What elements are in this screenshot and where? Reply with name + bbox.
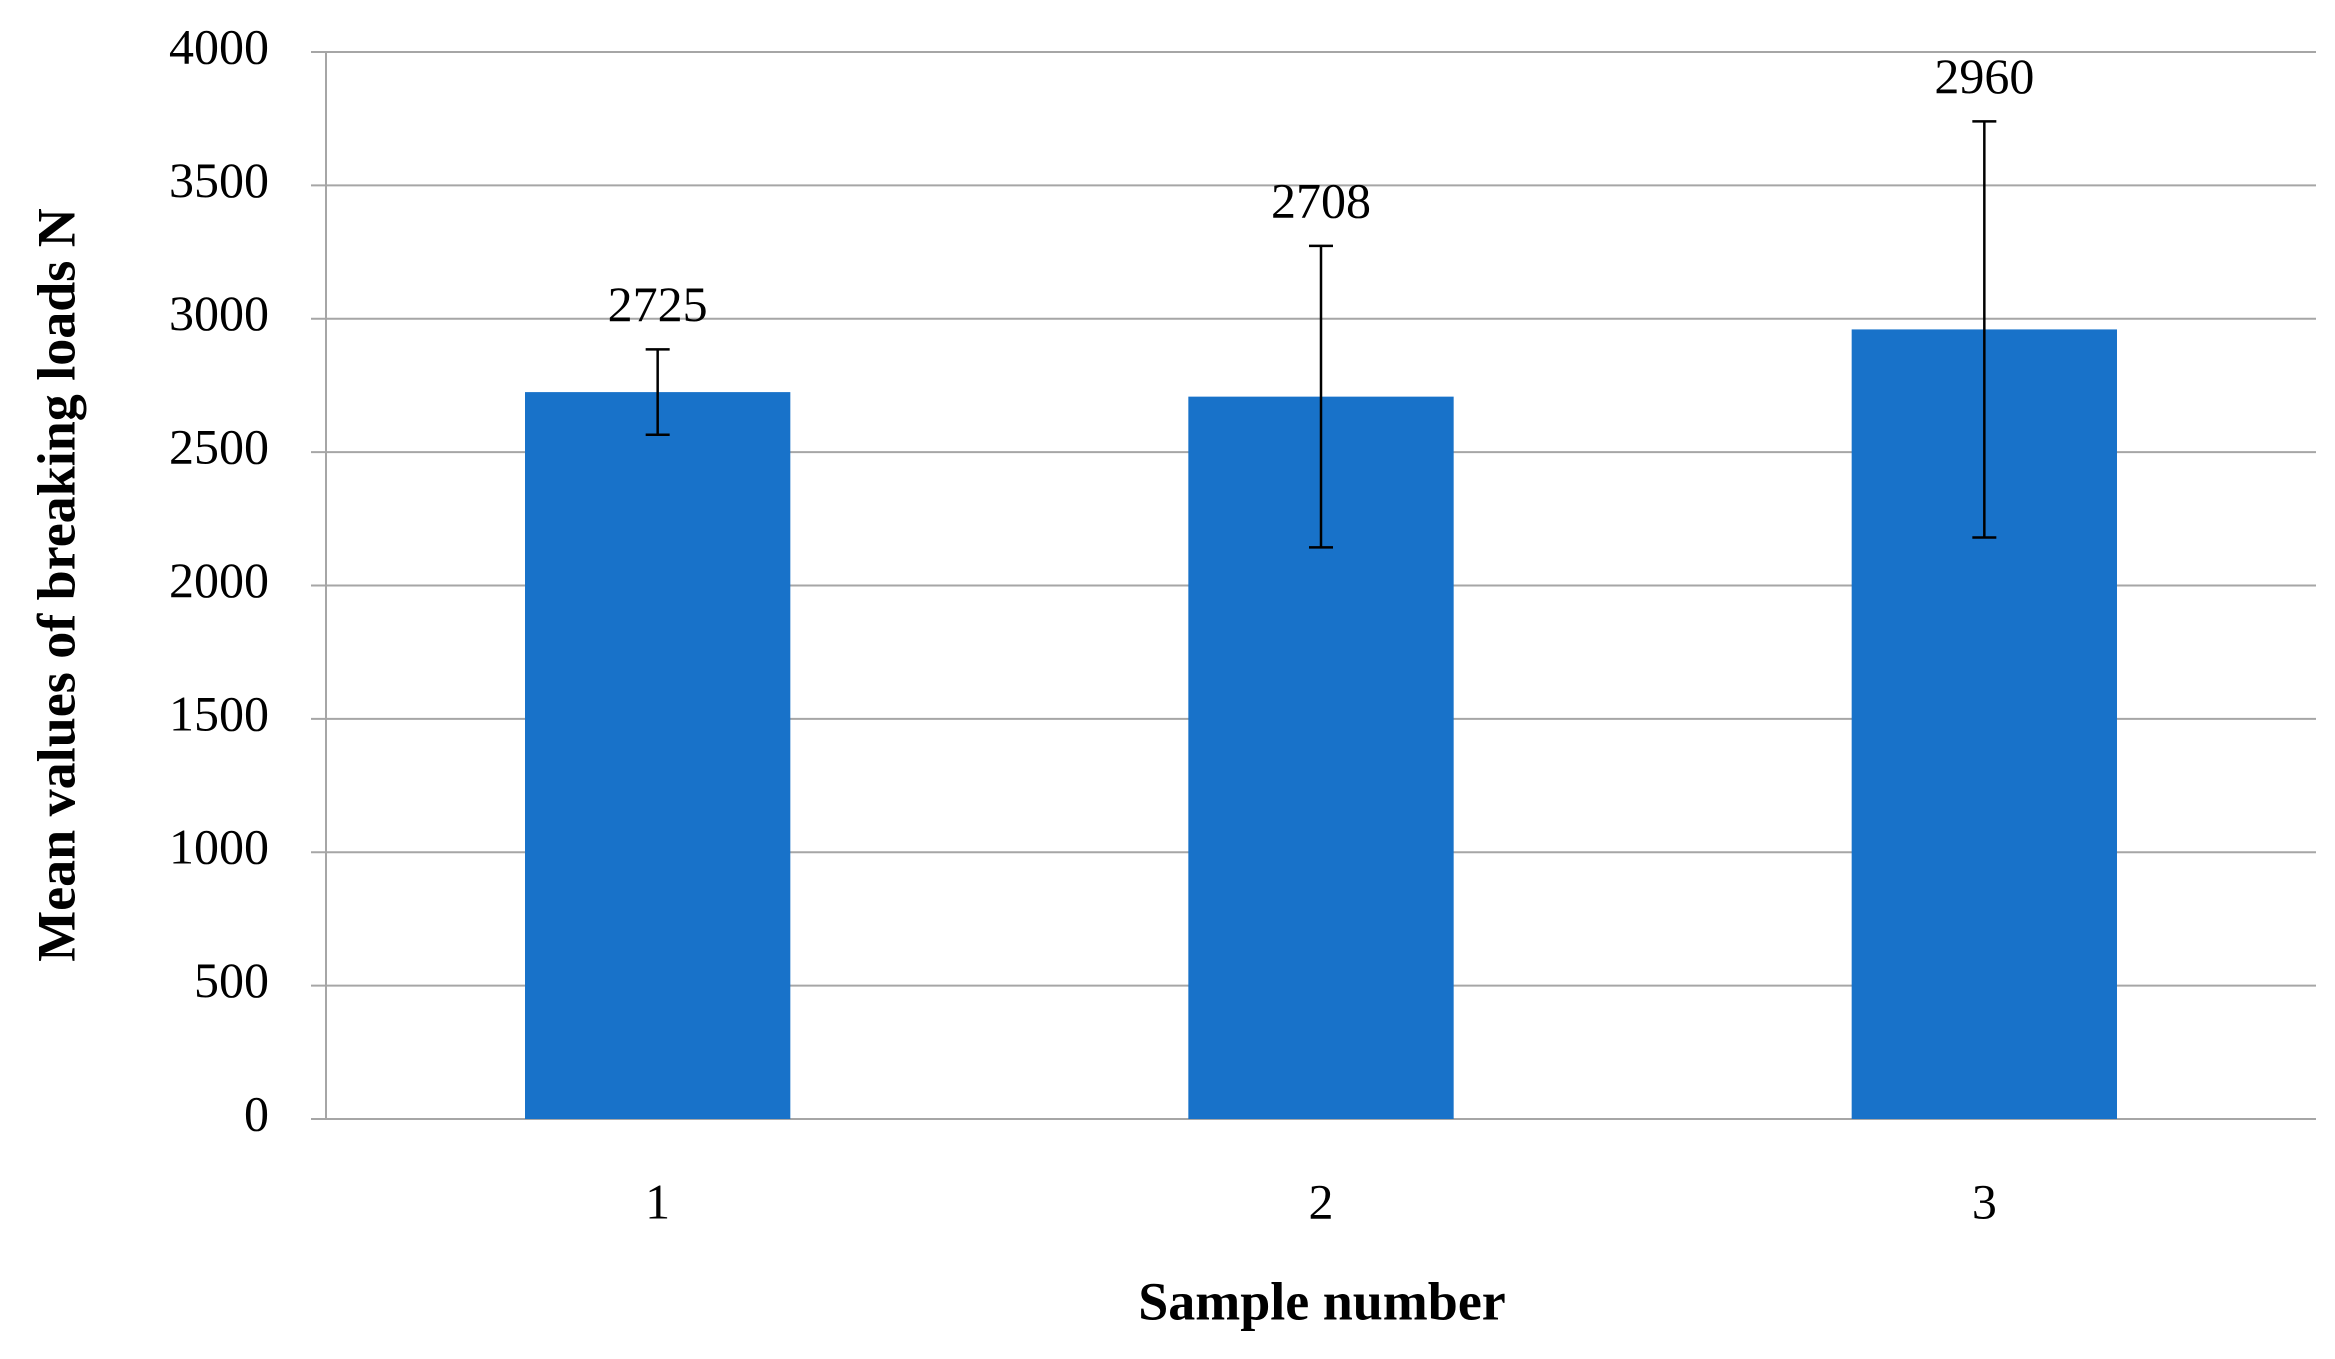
x-tick-label: 3 bbox=[1972, 1173, 1997, 1229]
error-bar bbox=[1972, 120, 1997, 539]
y-tick-label: 2000 bbox=[169, 552, 269, 608]
error-bar bbox=[1309, 244, 1333, 549]
y-tick-label: 2500 bbox=[169, 419, 269, 475]
error-bar bbox=[645, 348, 670, 437]
y-tick-label: 1500 bbox=[169, 685, 269, 741]
y-axis-title: Mean values of breaking loads N bbox=[26, 208, 86, 962]
y-tick-label: 3500 bbox=[169, 152, 269, 208]
y-tick-label: 3000 bbox=[169, 285, 269, 341]
bar bbox=[525, 392, 791, 1119]
data-label: 2960 bbox=[1934, 48, 2034, 104]
y-tick-label: 500 bbox=[194, 952, 269, 1008]
data-label: 2708 bbox=[1271, 172, 1371, 228]
y-tick-label: 1000 bbox=[169, 819, 269, 875]
x-tick-label: 1 bbox=[645, 1173, 670, 1229]
x-tick-label: 2 bbox=[1309, 1173, 1334, 1229]
y-tick-label: 4000 bbox=[169, 18, 269, 74]
data-label: 2725 bbox=[608, 276, 708, 332]
x-axis-title: Sample number bbox=[1138, 1271, 1506, 1331]
y-tick-label: 0 bbox=[244, 1085, 269, 1141]
